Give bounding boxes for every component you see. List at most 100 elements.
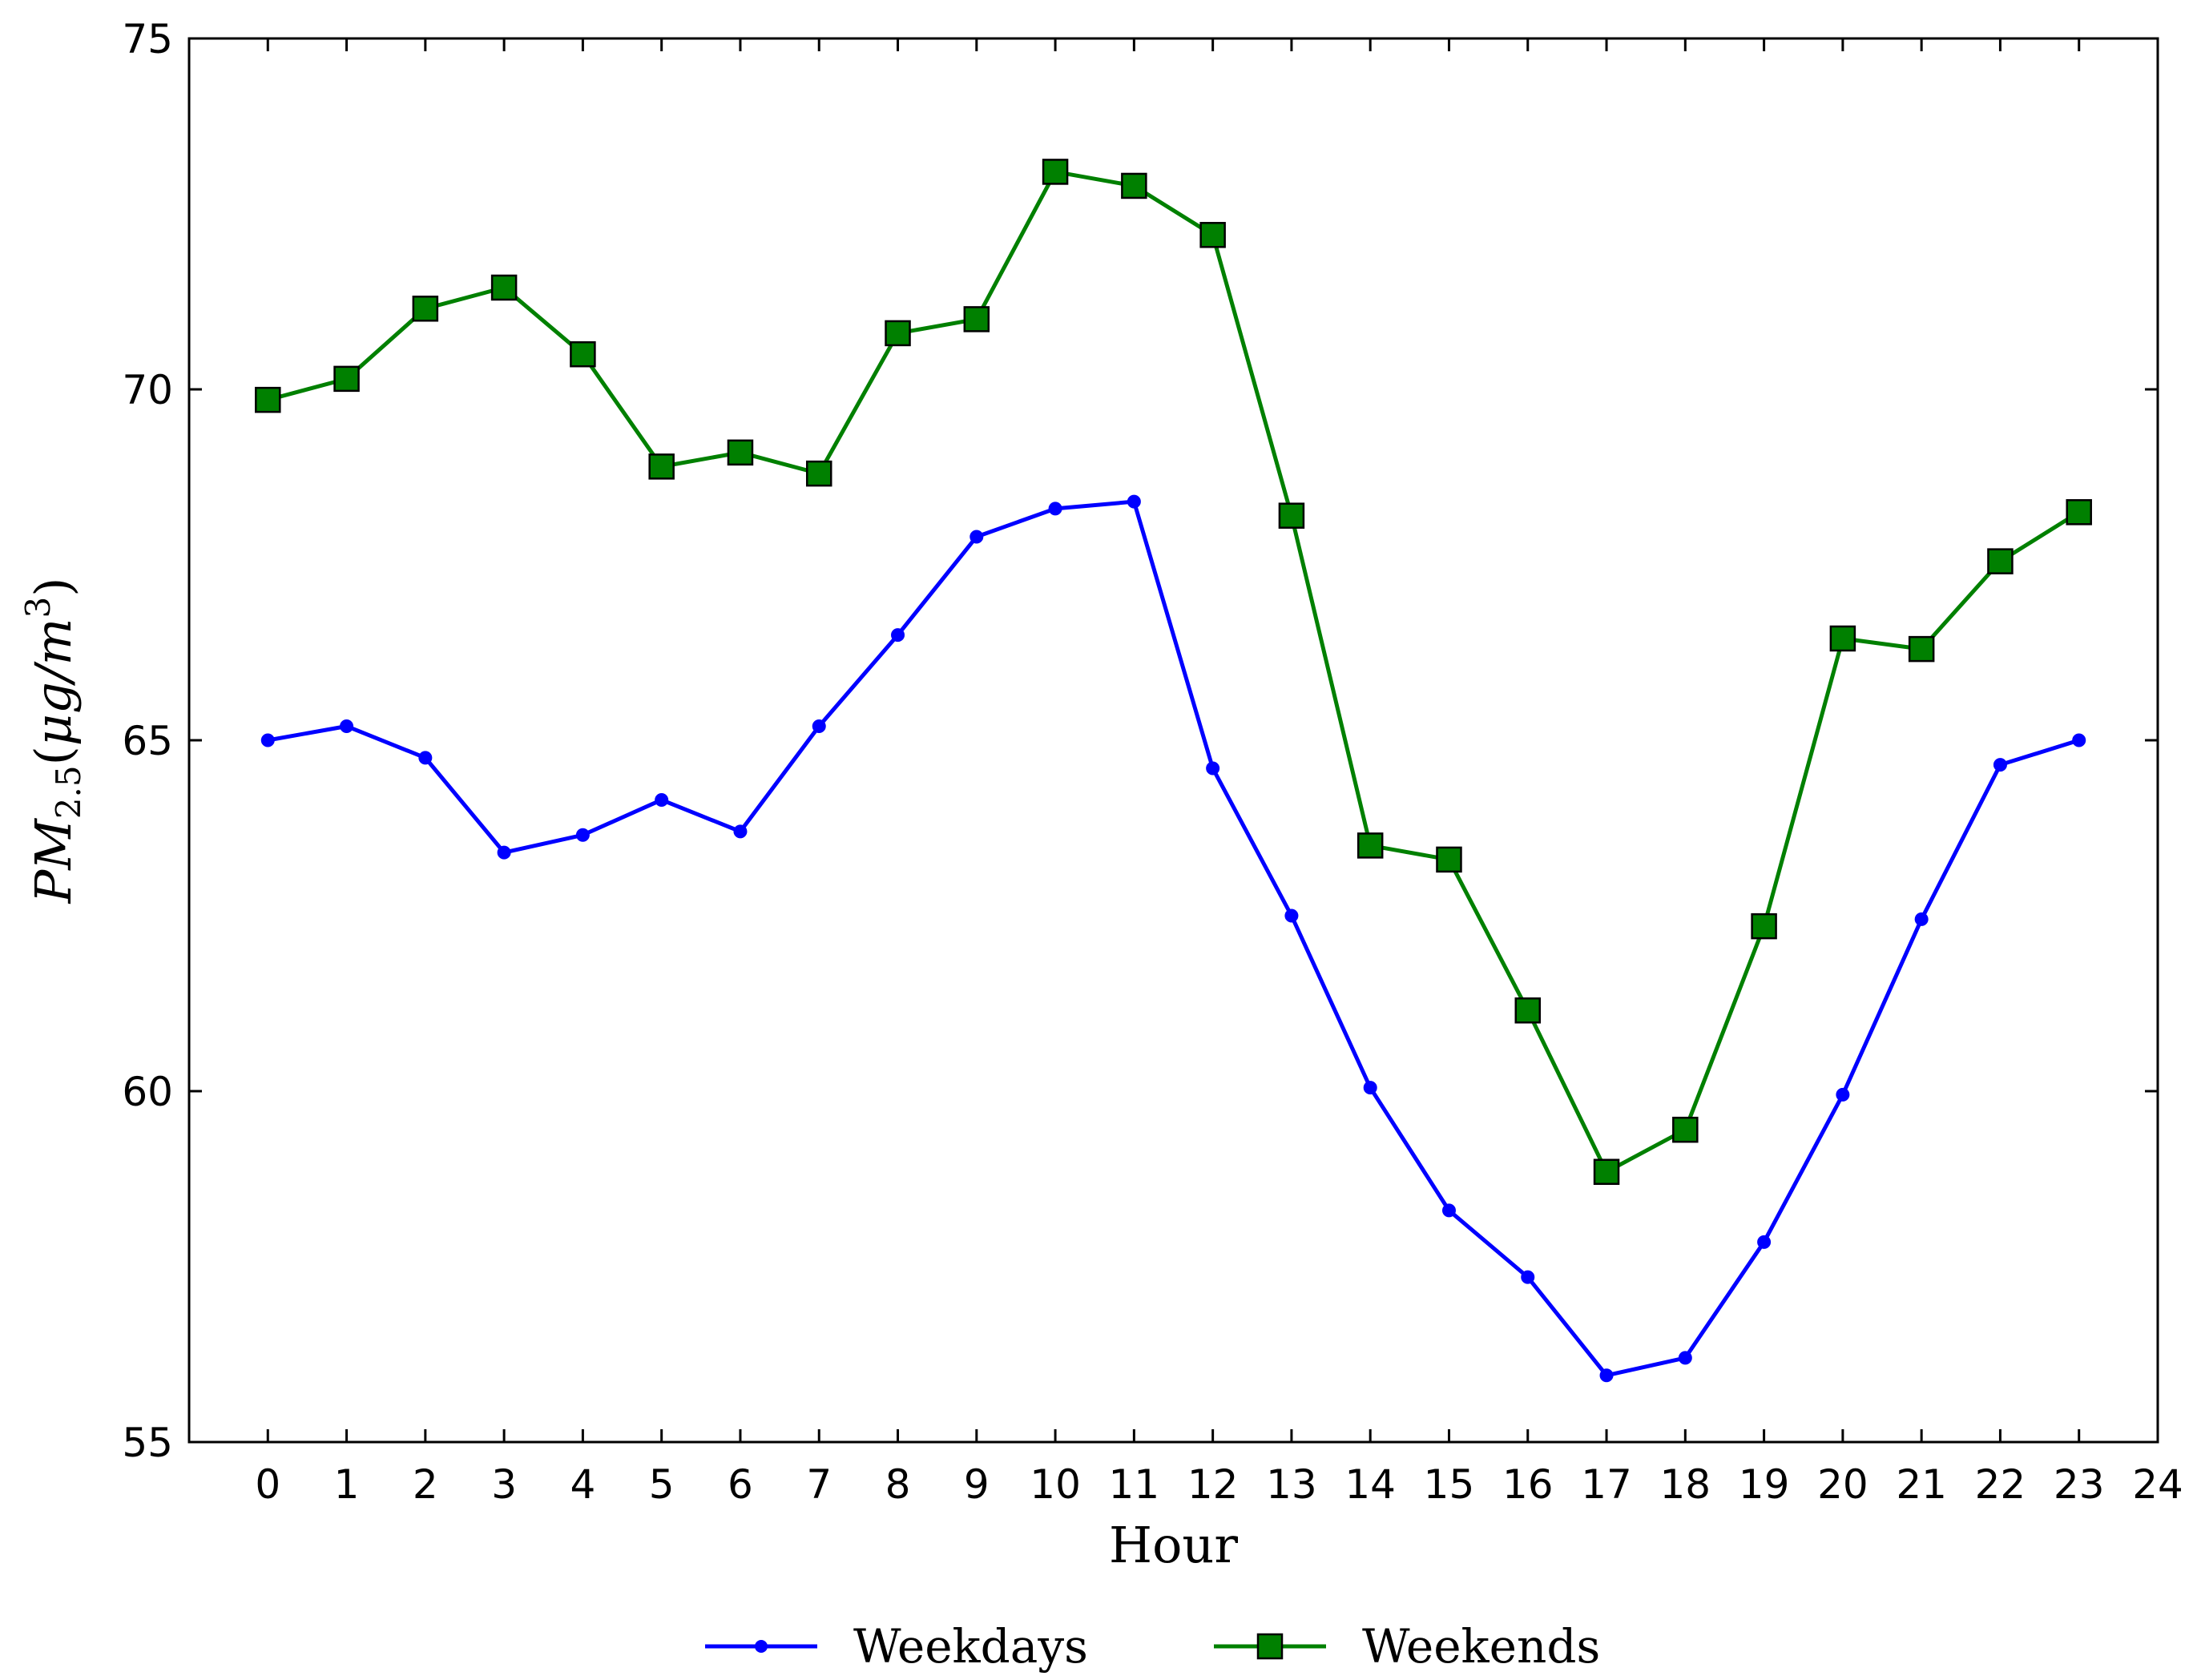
x-tick-label: 2	[413, 1461, 438, 1508]
data-point	[885, 320, 911, 347]
data-point	[1757, 1235, 1772, 1249]
legend-marker	[1256, 1633, 1284, 1660]
x-tick-label: 1	[334, 1461, 360, 1508]
data-point	[1599, 1368, 1614, 1383]
data-point	[1672, 1116, 1699, 1143]
y-label-sub: 2.5	[49, 765, 88, 819]
y-tick-label: 55	[122, 1420, 173, 1466]
data-point	[1514, 997, 1542, 1024]
data-point	[418, 751, 433, 765]
x-tick-label: 21	[1896, 1461, 1947, 1508]
series-line	[267, 169, 2081, 1174]
data-point	[340, 719, 354, 733]
x-tick-label: 3	[491, 1461, 517, 1508]
data-point	[970, 530, 984, 544]
x-tick-label: 13	[1266, 1461, 1317, 1508]
data-point	[655, 792, 669, 807]
y-tick-label: 70	[122, 367, 173, 413]
x-tick-label: 17	[1581, 1461, 1632, 1508]
x-tick-label: 16	[1502, 1461, 1554, 1508]
legend-marker	[755, 1640, 768, 1653]
data-point	[1199, 222, 1226, 248]
data-point	[1836, 1087, 1850, 1102]
data-point	[575, 828, 590, 842]
data-point	[891, 628, 905, 643]
data-point	[1284, 908, 1299, 923]
data-point	[1363, 1081, 1377, 1095]
y-label-open: (	[24, 746, 83, 765]
y-label-close: )	[24, 578, 83, 597]
data-point	[1908, 635, 1935, 663]
y-tick-label: 75	[122, 16, 173, 62]
legend: Weekdays Weekends	[705, 1619, 1600, 1674]
data-point	[1356, 832, 1384, 859]
data-point	[333, 365, 360, 393]
x-tick-label: 14	[1344, 1461, 1396, 1508]
plot-area: 0 1 2 3 4 5 6 7 8 9 10 11 12 13 14 15 16 17 18 19 20 21 22 23 24…	[122, 16, 2183, 1508]
legend-label: Weekends	[1362, 1619, 1600, 1674]
y-label-sup: 3	[18, 597, 58, 618]
y-label-slash: /	[24, 661, 83, 686]
ticks-layer: 0 1 2 3 4 5 6 7 8 9 10 11 12 13 14 15 16 17 18 19 20 21 22 23 24…	[122, 16, 2183, 1508]
x-tick-label: 11	[1109, 1461, 1160, 1508]
data-point	[570, 340, 596, 368]
data-point	[1987, 548, 2014, 574]
x-tick-label: 7	[806, 1461, 832, 1508]
series-layer	[255, 159, 2092, 1383]
x-tick-label: 23	[2054, 1461, 2105, 1508]
x-axis-label: Hour	[1109, 1516, 1238, 1574]
y-label-main: PM	[24, 818, 83, 904]
data-point	[1436, 846, 1462, 873]
data-point	[255, 386, 281, 413]
x-tick-label: 19	[1739, 1461, 1790, 1508]
x-tick-label: 0	[255, 1461, 280, 1508]
data-point	[812, 719, 826, 733]
series-weekdays	[260, 494, 2086, 1383]
svg-text:PM2.5(μg/m3): PM2.5(μg/m3)	[18, 578, 88, 904]
data-point	[1441, 1203, 1456, 1218]
data-point	[733, 824, 748, 839]
data-point	[260, 733, 275, 747]
y-label-g: g	[24, 682, 83, 714]
x-tick-label: 5	[649, 1461, 675, 1508]
data-point	[1751, 913, 1777, 940]
data-point	[1829, 625, 1856, 652]
data-point	[1048, 502, 1062, 516]
x-tick-label: 24	[2132, 1461, 2183, 1508]
data-point	[1121, 172, 1147, 199]
x-tick-label: 4	[570, 1461, 595, 1508]
y-axis-label: PM2.5(μg/m3)	[18, 578, 88, 904]
data-point	[1914, 912, 1929, 926]
x-tick-label: 20	[1817, 1461, 1868, 1508]
y-label-mu: μ	[24, 714, 83, 746]
legend-item-weekends: Weekends	[1214, 1619, 1600, 1674]
data-point	[1521, 1270, 1535, 1284]
x-tick-label: 8	[885, 1461, 911, 1508]
y-tick-label: 60	[122, 1069, 173, 1115]
data-point	[727, 439, 754, 466]
data-point	[1042, 159, 1069, 185]
data-point	[1127, 494, 1141, 509]
y-label-m: m	[24, 618, 83, 666]
data-point	[2072, 733, 2086, 747]
data-point	[490, 274, 518, 301]
y-tick-label: 65	[122, 718, 173, 764]
data-point	[1593, 1158, 1620, 1185]
data-point	[805, 460, 832, 487]
data-point	[1678, 1351, 1692, 1365]
series-weekends	[255, 159, 2092, 1185]
data-point	[2066, 499, 2092, 526]
x-tick-label: 15	[1424, 1461, 1475, 1508]
x-tick-label: 9	[964, 1461, 990, 1508]
legend-label: Weekdays	[853, 1619, 1088, 1674]
data-point	[412, 296, 439, 322]
axes-frame	[187, 37, 2159, 1444]
series-line	[267, 499, 2080, 1378]
data-point	[963, 306, 990, 332]
data-point	[497, 845, 511, 860]
x-tick-label: 6	[728, 1461, 753, 1508]
x-tick-label: 10	[1030, 1461, 1081, 1508]
legend-item-weekdays: Weekdays	[705, 1619, 1088, 1674]
data-point	[1206, 761, 1220, 776]
